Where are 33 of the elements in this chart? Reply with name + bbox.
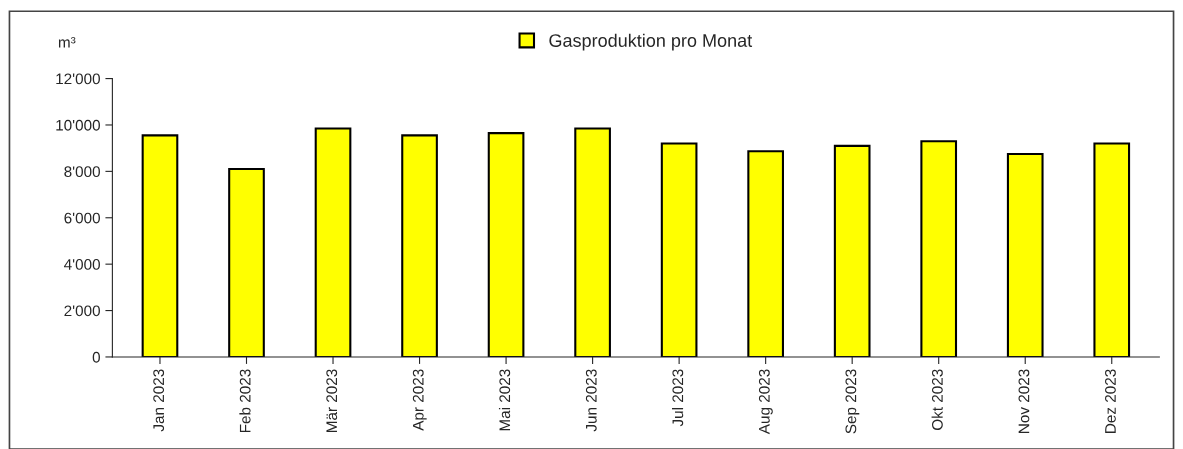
y-tick-label: 10'000	[56, 119, 100, 131]
bar	[920, 140, 958, 357]
bar	[401, 134, 438, 357]
bar	[314, 127, 352, 357]
x-tick-label: Sep 2023	[845, 369, 860, 434]
bar	[747, 150, 784, 357]
x-tick-label: Jun 2023	[585, 369, 597, 432]
y-axis-title: m³	[58, 36, 76, 48]
legend-label: Gasproduktion pro Monat	[549, 33, 753, 51]
x-tick-label: Jul 2023	[672, 369, 684, 427]
bar	[1006, 152, 1044, 357]
bar	[141, 134, 179, 357]
x-tick-label: Aug 2023	[758, 369, 773, 435]
x-tick-label: Feb 2023	[239, 369, 251, 433]
bar	[574, 127, 611, 357]
y-tick-label: 12'000	[56, 73, 100, 85]
x-tick-label: Okt 2023	[931, 369, 943, 431]
x-tick-label: Dez 2023	[1105, 369, 1116, 433]
x-tick-label: Mai 2023	[498, 369, 511, 431]
x-tick-label: Jan 2023	[153, 369, 165, 432]
bar	[1093, 142, 1131, 357]
y-tick-label: 2'000	[64, 305, 100, 317]
y-tick-label: 0	[92, 351, 100, 363]
bar	[833, 144, 871, 357]
x-tick-label: Nov 2023	[1018, 369, 1030, 433]
bar	[228, 168, 265, 357]
bar	[660, 142, 698, 357]
y-tick-label: 8'000	[64, 166, 100, 178]
bar	[487, 132, 525, 357]
y-tick-label: 6'000	[64, 212, 100, 224]
x-tick-label: Apr 2023	[412, 369, 427, 431]
y-tick-label: 4'000	[64, 259, 100, 270]
x-tick-label: Mär 2023	[326, 369, 338, 433]
